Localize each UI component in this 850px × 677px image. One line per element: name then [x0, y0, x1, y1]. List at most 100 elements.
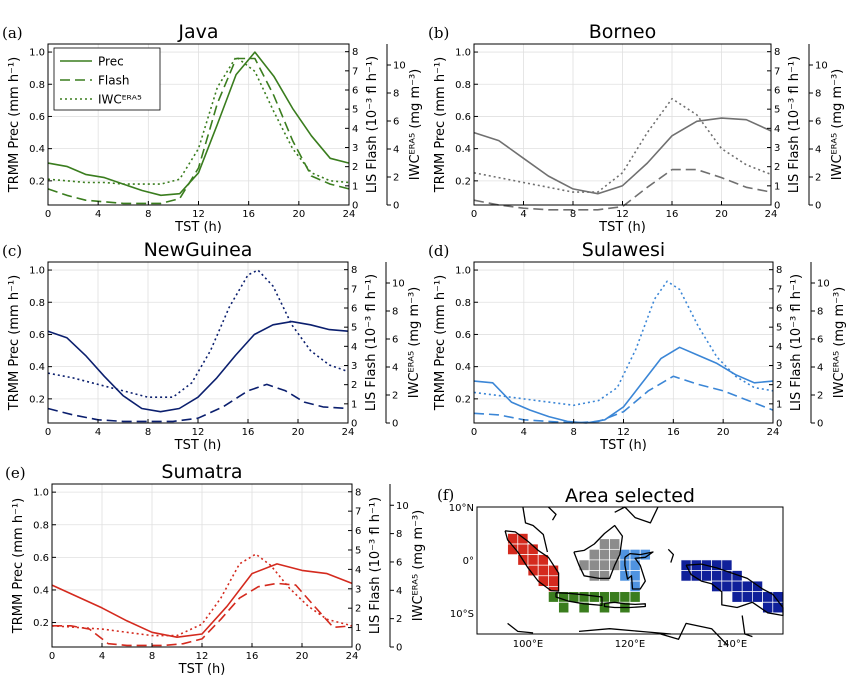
y2-tick-label: 1	[355, 623, 361, 634]
y3-tick-label: 8	[392, 307, 398, 318]
grid-cell	[599, 538, 610, 550]
y2-tick-label: 2	[352, 162, 358, 173]
y3-tick-label: 6	[396, 557, 402, 568]
y3-axis-label: IWCᴱᴿᴬ⁵ (mg m⁻³)	[408, 69, 423, 181]
y3-axis-label: IWCᴱᴿᴬ⁵ (mg m⁻³)	[830, 69, 845, 181]
y3-tick-label: 2	[815, 173, 821, 184]
y2-tick-label: 2	[351, 380, 357, 391]
series-line-dotted	[473, 97, 772, 193]
grid-cell	[752, 591, 763, 603]
series-line-dotted	[47, 269, 349, 399]
y2-axis-label: LIS Flash (10⁻³ fl h⁻¹)	[789, 274, 804, 411]
y2-tick-label: 8	[776, 265, 782, 276]
y2-tick-label: 4	[774, 124, 780, 135]
y2-tick-label: 6	[776, 304, 782, 315]
y-axis-label: TRMM Prec (mm h⁻¹)	[433, 57, 448, 193]
grid-cell	[599, 559, 610, 571]
x-tick-label: 12	[616, 209, 629, 220]
y3-axis-label: IWCᴱᴿᴬ⁵ (mg m⁻³)	[407, 287, 422, 399]
panel-label: (e)	[5, 464, 26, 482]
y3-tick-label: 4	[817, 363, 823, 374]
y-tick-label: 0.6	[455, 112, 471, 123]
region-sumatra	[507, 533, 559, 598]
y2-tick-label: 6	[352, 86, 358, 97]
grid-cell	[731, 580, 743, 593]
x-tick-label: 24	[765, 209, 778, 220]
grid-cell	[548, 575, 559, 587]
coastline	[504, 530, 560, 592]
series-line-solid	[51, 563, 353, 639]
y-tick-label: 0.2	[29, 394, 45, 405]
y2-tick-label: 3	[774, 143, 780, 154]
panel-java: 0 4 8 12 16 20 240.20.40.60.81.001234567802468…	[2, 21, 423, 235]
x-tick-label: 20	[292, 209, 305, 220]
grid-cell	[588, 570, 600, 582]
x-tick-label: 8	[145, 427, 151, 438]
y2-tick-label: 6	[351, 304, 357, 315]
y-axis-label: TRMM Prec (mm h⁻¹)	[7, 275, 22, 411]
panel-newguinea: 0 4 8 12 16 20 240.20.40.60.81.001234567802468…	[2, 239, 422, 453]
x-tick-label: 12	[192, 209, 205, 220]
coastline	[507, 622, 534, 634]
series-line-dotted	[47, 56, 350, 185]
series-line-solid	[47, 51, 350, 197]
x-tick-label: 12	[192, 427, 205, 438]
y2-tick-label: 1	[774, 181, 780, 192]
y2-tick-label: 5	[355, 545, 361, 556]
y-tick-label: 0.8	[455, 298, 471, 309]
y3-tick-label: 0	[392, 419, 398, 430]
series-line-solid	[473, 117, 772, 195]
y2-tick-label: 6	[774, 86, 780, 97]
grid-cell	[629, 580, 641, 593]
grid-cell	[558, 601, 570, 614]
y2-tick-label: 8	[355, 487, 361, 498]
legend-entry: Prec	[98, 55, 124, 69]
y2-tick-label: 1	[352, 181, 358, 192]
coastline	[614, 506, 659, 524]
y2-tick-label: 0	[355, 643, 361, 654]
panel-title: Borneo	[589, 21, 657, 43]
panel-title: Java	[177, 21, 218, 43]
grid-cell	[762, 601, 774, 614]
y-tick-label: 0.2	[33, 618, 49, 629]
grid-cell	[772, 601, 784, 614]
x-tick-label: 24	[343, 209, 356, 220]
x-tick-label: 20	[292, 427, 305, 438]
y-tick-label: 1.0	[455, 266, 471, 277]
coastline	[522, 506, 549, 553]
y2-tick-label: 3	[776, 361, 782, 372]
y-tick-label: 1.0	[29, 48, 45, 59]
y2-tick-label: 7	[355, 507, 361, 518]
y2-tick-label: 8	[351, 265, 357, 276]
coastline	[547, 506, 557, 521]
x-tick-label: 16	[667, 427, 680, 438]
y-tick-label: 1.0	[455, 48, 471, 59]
x-tick-label: 24	[346, 651, 359, 662]
x-tick-label: 0	[45, 427, 51, 438]
y2-tick-label: 5	[351, 323, 357, 334]
y2-tick-label: 0	[352, 201, 358, 212]
y2-tick-label: 7	[352, 66, 358, 77]
y3-tick-label: 4	[392, 363, 398, 374]
y3-tick-label: 4	[815, 145, 821, 156]
y2-tick-label: 4	[355, 565, 361, 576]
grid-cell	[578, 601, 590, 614]
y-tick-label: 1.0	[33, 488, 49, 499]
coastline	[573, 524, 624, 580]
x-tick-label: 4	[99, 651, 105, 662]
grid-cell	[721, 580, 733, 593]
x-tick-label: 20	[717, 427, 730, 438]
grid-cell	[629, 559, 641, 571]
y3-tick-label: 6	[393, 117, 399, 128]
x-tick-label: 16	[246, 651, 259, 662]
x-axis-label: TST (h)	[174, 438, 222, 453]
x-tick-label: 16	[666, 209, 679, 220]
y3-tick-label: 8	[817, 307, 823, 318]
grid-cell	[599, 570, 610, 582]
grid-cell	[609, 591, 621, 603]
y2-tick-label: 1	[351, 399, 357, 410]
y3-tick-label: 0	[815, 201, 821, 212]
y2-tick-label: 5	[774, 105, 780, 116]
map-lon-label: 120°E	[615, 639, 645, 650]
y3-axis-label: IWCᴱᴿᴬ⁵ (mg m⁻³)	[832, 287, 847, 399]
